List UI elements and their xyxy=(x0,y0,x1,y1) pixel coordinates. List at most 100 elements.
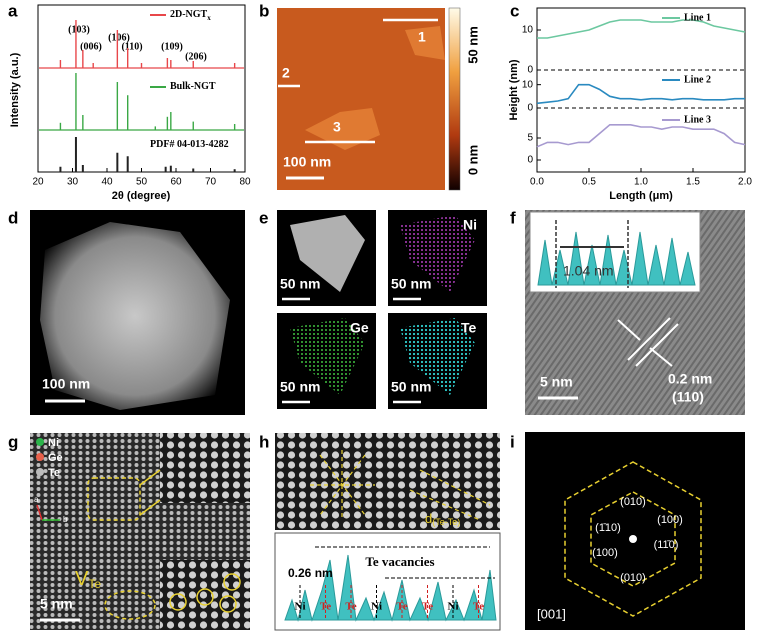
legend-label-main: 2D-NGT xyxy=(170,9,208,20)
flake xyxy=(405,26,445,60)
profile-title: Te vacancies xyxy=(365,554,434,569)
legend-label: Line 1 xyxy=(684,12,711,23)
panel-i: (010) (1̄10) (100) (100) (11̄0) (010) [0… xyxy=(525,432,745,630)
scale-bar-label: 100 nm xyxy=(42,376,90,392)
profile-label: 2 xyxy=(282,65,290,81)
te-map xyxy=(400,318,475,395)
x-axis-label: 2θ (degree) xyxy=(112,190,171,202)
legend-label-sub: x xyxy=(207,14,211,22)
x-tick-label: 30 xyxy=(67,177,79,188)
vacancy-ring xyxy=(219,595,237,613)
y-tick-label: 10 xyxy=(522,79,534,90)
legend-label: Bulk-NGT xyxy=(170,81,216,92)
vacancy-ring xyxy=(169,593,187,611)
x-tick-label: 70 xyxy=(205,177,217,188)
spot-label: (11̄0) xyxy=(654,539,679,551)
distance-label-main: d xyxy=(425,511,432,526)
colorbar-label: 50 nm xyxy=(465,26,480,64)
central-spot xyxy=(629,535,637,543)
panel-label: d xyxy=(8,208,18,227)
arrow xyxy=(649,347,673,367)
x-tick-label: 80 xyxy=(239,177,251,188)
zone-axis-label: [001] xyxy=(537,606,566,621)
scale-bar-label: 50 nm xyxy=(280,379,320,395)
peak-label: (106) xyxy=(108,32,130,43)
profile-label: 1 xyxy=(418,29,426,45)
panel-c: Height (nm) Length (μm) xyxy=(508,7,746,202)
distance-label-sub: (Te-Te) xyxy=(432,517,460,527)
legend-dot xyxy=(36,453,44,461)
x-tick-label: 0.0 xyxy=(530,177,544,188)
colorbar-label: 0 nm xyxy=(465,145,480,175)
y-axis-label: Height (nm) xyxy=(508,59,520,120)
atom-label: Ni xyxy=(448,601,459,613)
panel-h: d(Te-Te) Te vacancies 0.26 nm Ni Te Te Ni Te… xyxy=(274,433,501,631)
spacing-label: 0.2 nm xyxy=(668,371,712,387)
flake xyxy=(290,215,365,292)
x-tick-label: 20 xyxy=(32,177,44,188)
spot-label: (1̄10) xyxy=(595,522,621,534)
arrow xyxy=(617,319,641,341)
scale-bar-label: 50 nm xyxy=(280,276,320,292)
panel-a: Intensity (a.u.) 2θ (degree) (103) (006)… xyxy=(9,4,246,202)
y-tick-label: 0 xyxy=(527,155,533,166)
legend-label: Line 3 xyxy=(684,114,711,125)
panel-label: e xyxy=(259,208,268,227)
y-tick-label: 5 xyxy=(527,133,533,144)
scale-bar-label: 50 nm xyxy=(391,276,431,292)
flake xyxy=(40,222,230,410)
vacancy-ring xyxy=(223,573,241,591)
panel-label: g xyxy=(8,432,18,451)
peak-label: (109) xyxy=(161,41,183,52)
legend-label-main: PDF# 04-013-4282 xyxy=(150,139,229,150)
vacancy-label-sub: Te xyxy=(88,577,101,591)
profile-line xyxy=(537,19,746,39)
axis-arrow xyxy=(36,504,43,521)
connector xyxy=(139,499,161,516)
x-axis-label: Length (μm) xyxy=(609,190,673,202)
fringe xyxy=(635,323,679,367)
vacancy-label: VTe xyxy=(75,568,101,591)
panel-e: Ni Ge Te 50 nm 50 nm 50 nm 50 nm xyxy=(277,210,487,409)
profile-label: 3 xyxy=(333,119,341,135)
panel-label: i xyxy=(510,432,515,451)
plane-label: (110) xyxy=(672,389,704,405)
spot-label: (100) xyxy=(657,514,683,526)
x-tick-label: 2.0 xyxy=(738,177,752,188)
inset-profile xyxy=(537,231,696,286)
x-tick-label: 60 xyxy=(170,177,182,188)
flake xyxy=(305,108,380,150)
axis-label: b xyxy=(63,515,68,524)
atom-label: Te xyxy=(345,601,356,613)
peak-label: (110) xyxy=(121,41,142,52)
peak-label: (206) xyxy=(185,51,207,62)
inset-label: 1.04 nm xyxy=(563,263,614,279)
vacancy-ring xyxy=(104,590,156,620)
legend-label: PDF# 04-013-4282 xyxy=(150,139,229,150)
legend-label: Line 2 xyxy=(684,74,711,85)
vacancy-label-main: V xyxy=(75,568,89,590)
panel-label: a xyxy=(8,1,18,20)
legend-dot xyxy=(36,468,44,476)
panel-g: Ni Ge Te a b VTe 5 nm xyxy=(30,433,250,630)
scale-bar-label: 50 nm xyxy=(391,379,431,395)
y-tick-label: 0 xyxy=(527,103,533,114)
hexagon xyxy=(564,461,702,617)
atom-label: Te xyxy=(473,601,484,613)
ni-map xyxy=(400,215,475,292)
panel-label: c xyxy=(510,1,519,20)
spot-label: (010) xyxy=(620,572,646,584)
x-tick-label: 40 xyxy=(101,177,113,188)
spot-label: (010) xyxy=(620,496,646,508)
panel-d: 100 nm xyxy=(30,210,245,415)
panel-f: 1.04 nm 0.2 nm (110) 5 nm xyxy=(525,210,745,415)
zoom-inset xyxy=(160,433,250,503)
connector xyxy=(139,469,161,486)
lattice-guides xyxy=(310,450,491,521)
intensity-profile xyxy=(284,554,497,622)
panel-b: 50 nm 0 nm 1 2 3 100 nm xyxy=(277,7,480,191)
peak-label: (103) xyxy=(68,24,90,35)
y-axis-label: Intensity (a.u.) xyxy=(9,52,21,127)
spot-label: (100) xyxy=(592,547,618,559)
legend-label: Ni xyxy=(48,437,59,449)
